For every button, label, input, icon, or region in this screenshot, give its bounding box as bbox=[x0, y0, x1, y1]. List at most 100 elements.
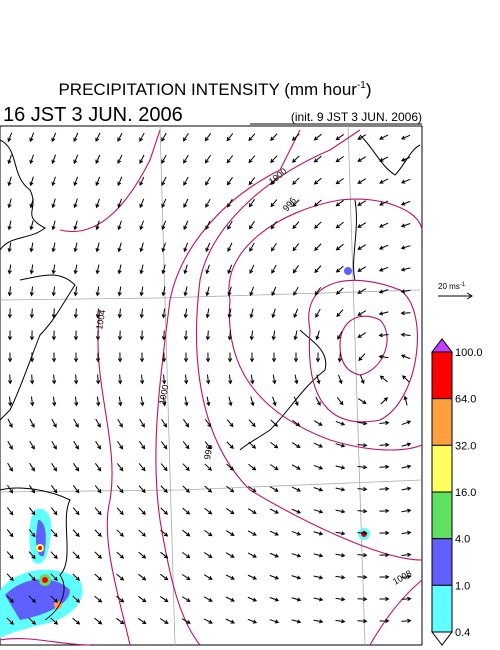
wind-arrow bbox=[291, 619, 302, 624]
wind-arrow bbox=[291, 575, 302, 580]
wind-arrow bbox=[138, 485, 146, 494]
wind-arrow bbox=[357, 200, 367, 206]
wind-arrow bbox=[357, 509, 368, 514]
wind-arrow bbox=[139, 286, 144, 297]
wind-arrow bbox=[337, 352, 342, 363]
wind-arrow bbox=[139, 418, 145, 428]
wind-arrow bbox=[335, 465, 346, 470]
wind-arrow bbox=[357, 288, 367, 294]
wind-arrow bbox=[51, 242, 56, 253]
wind-arrow bbox=[400, 354, 411, 360]
wind-arrow bbox=[270, 419, 279, 427]
wind-arrow bbox=[335, 531, 346, 536]
wind-arrow bbox=[357, 134, 367, 140]
title: PRECIPITATION INTENSITY (mm hour-1) bbox=[58, 80, 371, 99]
wind-arrow bbox=[183, 264, 188, 275]
colorbar-segment bbox=[431, 491, 453, 540]
wind-arrow bbox=[181, 596, 191, 602]
wind-arrow bbox=[138, 618, 147, 625]
wind-arrow bbox=[291, 597, 302, 602]
wind-arrow bbox=[7, 286, 12, 297]
wind-arrow bbox=[226, 177, 233, 186]
wind-arrow bbox=[206, 396, 211, 407]
wind-arrow bbox=[161, 286, 166, 297]
wind-arrow bbox=[94, 485, 102, 494]
wind-arrow bbox=[248, 133, 256, 142]
wind-arrow bbox=[225, 530, 235, 536]
wind-arrow bbox=[29, 286, 34, 297]
wind-arrow bbox=[227, 242, 233, 253]
wind-arrow bbox=[401, 508, 412, 513]
wind-arrow bbox=[182, 551, 191, 559]
wind-vectors bbox=[6, 132, 412, 625]
wind-arrow bbox=[249, 308, 254, 319]
wind-arrow bbox=[248, 441, 257, 449]
wind-arrow bbox=[117, 440, 124, 450]
colorbar: 100.0 64.0 32.0 16.0 4.0 1.0 0.4 bbox=[430, 338, 483, 646]
wind-arrow bbox=[51, 286, 56, 297]
wind-arrow bbox=[400, 289, 411, 294]
colorbar-label: 4.0 bbox=[455, 534, 470, 546]
wind-arrow bbox=[162, 396, 167, 407]
wind-arrow bbox=[95, 242, 100, 253]
wind-arrow bbox=[204, 529, 213, 537]
wind-arrow bbox=[52, 374, 57, 385]
wind-arrow bbox=[117, 308, 122, 319]
wind-arrow bbox=[7, 352, 13, 363]
wind-arrow bbox=[379, 596, 390, 602]
wind-arrow bbox=[378, 333, 389, 338]
wind-arrow bbox=[292, 419, 301, 427]
wind-arrow bbox=[293, 396, 299, 407]
wind-arrow bbox=[7, 132, 13, 143]
title-superscript: -1 bbox=[357, 80, 366, 91]
title-suffix: ) bbox=[366, 80, 372, 99]
wind-arrow bbox=[357, 332, 367, 338]
wind-arrow bbox=[160, 463, 168, 472]
wind-arrow bbox=[357, 421, 368, 426]
wind-arrow bbox=[292, 199, 300, 208]
wind-arrow bbox=[73, 220, 78, 231]
wind-arrow bbox=[291, 553, 302, 558]
wind-arrow bbox=[160, 573, 169, 581]
wind-arrow bbox=[379, 552, 390, 558]
wind-arrow bbox=[51, 462, 58, 472]
reference-superscript: -1 bbox=[460, 282, 466, 288]
wind-arrow bbox=[138, 507, 146, 515]
wind-arrow bbox=[315, 330, 320, 341]
wind-arrow bbox=[270, 133, 278, 141]
reference-vector-label: 20 ms-1 bbox=[438, 282, 466, 291]
wind-arrow bbox=[204, 507, 213, 515]
wind-arrow bbox=[248, 486, 257, 493]
wind-arrow bbox=[206, 374, 211, 385]
wind-arrow bbox=[161, 198, 167, 209]
wind-arrow bbox=[400, 200, 411, 206]
wind-arrow bbox=[227, 330, 232, 341]
wind-arrow bbox=[313, 509, 324, 514]
wind-arrow bbox=[203, 574, 213, 580]
wind-arrow bbox=[225, 618, 236, 624]
wind-arrow bbox=[51, 418, 57, 428]
wind-arrow bbox=[139, 198, 145, 209]
isobar bbox=[308, 279, 418, 423]
wind-arrow bbox=[116, 529, 124, 537]
wind-arrow bbox=[29, 198, 34, 209]
wind-arrow bbox=[161, 132, 167, 142]
wind-arrow bbox=[357, 575, 368, 580]
wind-arrow bbox=[73, 308, 78, 319]
wind-arrow bbox=[94, 595, 103, 603]
wind-arrow bbox=[250, 396, 255, 407]
wind-arrow bbox=[117, 154, 123, 165]
wind-arrow bbox=[336, 397, 344, 406]
wind-arrow bbox=[74, 396, 79, 407]
wind-arrow bbox=[29, 220, 34, 231]
wind-arrow bbox=[337, 330, 343, 340]
wind-arrow bbox=[270, 199, 278, 208]
wind-arrow bbox=[160, 507, 169, 515]
wind-arrow bbox=[291, 155, 300, 163]
wind-arrow bbox=[313, 155, 322, 163]
wind-arrow bbox=[335, 420, 346, 426]
wind-arrow bbox=[269, 574, 280, 580]
wind-arrow bbox=[183, 352, 189, 363]
wind-arrow bbox=[183, 308, 188, 319]
wind-arrow bbox=[6, 595, 14, 604]
